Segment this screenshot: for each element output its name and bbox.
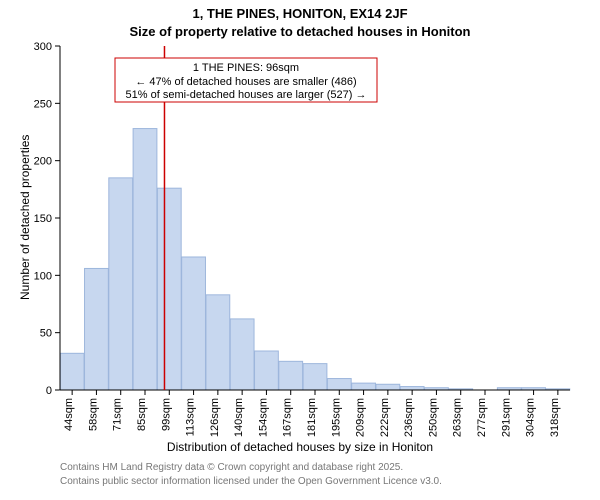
histogram-bar bbox=[230, 319, 254, 390]
annotation-line1: 1 THE PINES: 96sqm bbox=[193, 62, 299, 74]
chart-container: 1, THE PINES, HONITON, EX14 2JF Size of … bbox=[0, 0, 600, 500]
y-tick-label: 100 bbox=[34, 270, 52, 282]
x-tick-label: 291sqm bbox=[500, 398, 512, 437]
x-tick-label: 85sqm bbox=[136, 398, 148, 431]
x-tick-label: 222sqm bbox=[379, 398, 391, 437]
x-tick-label: 99sqm bbox=[160, 398, 172, 431]
x-tick-label: 250sqm bbox=[427, 398, 439, 437]
annotation-line3: 51% of semi-detached houses are larger (… bbox=[126, 89, 367, 101]
y-tick-label: 300 bbox=[34, 41, 52, 53]
x-tick-label: 277sqm bbox=[476, 398, 488, 437]
footer-line2: Contains public sector information licen… bbox=[60, 476, 442, 487]
histogram-bar bbox=[327, 379, 351, 390]
histogram-bar bbox=[182, 257, 206, 390]
y-tick-label: 200 bbox=[34, 156, 52, 168]
x-tick-label: 58sqm bbox=[87, 398, 99, 431]
y-tick-label: 150 bbox=[34, 213, 52, 225]
footer-line1: Contains HM Land Registry data © Crown c… bbox=[60, 462, 403, 473]
histogram-bar bbox=[157, 188, 181, 390]
x-tick-label: 113sqm bbox=[185, 398, 197, 436]
histogram-bar bbox=[85, 268, 109, 390]
annotation-line2: ← 47% of detached houses are smaller (48… bbox=[135, 76, 356, 88]
x-tick-label: 195sqm bbox=[330, 398, 342, 437]
histogram-bar bbox=[352, 383, 376, 390]
histogram-bar bbox=[109, 178, 133, 390]
x-tick-label: 140sqm bbox=[233, 398, 245, 437]
histogram-bar bbox=[400, 387, 424, 390]
y-tick-label: 50 bbox=[40, 328, 52, 340]
histogram-bar bbox=[133, 129, 157, 390]
histogram-bar bbox=[376, 384, 400, 390]
y-tick-label: 250 bbox=[34, 98, 52, 110]
x-tick-label: 167sqm bbox=[282, 398, 294, 437]
histogram-bar bbox=[303, 364, 327, 390]
histogram-bar bbox=[206, 295, 230, 390]
x-tick-label: 44sqm bbox=[63, 398, 75, 431]
x-tick-label: 181sqm bbox=[306, 398, 318, 437]
histogram-plot: 0 50 100 150 200 250 300 44sqm 58sqm 71sqm 85sqm 99… bbox=[0, 0, 600, 500]
histogram-bar bbox=[60, 353, 84, 390]
x-tick-label: 154sqm bbox=[257, 398, 269, 437]
x-tick-label: 263sqm bbox=[452, 398, 464, 437]
x-tick-label: 236sqm bbox=[403, 398, 415, 437]
x-tick-label: 71sqm bbox=[112, 398, 124, 431]
histogram-bar bbox=[279, 361, 303, 390]
histogram-bar bbox=[255, 351, 279, 390]
x-tick-label: 209sqm bbox=[355, 398, 367, 437]
x-tick-label: 126sqm bbox=[209, 398, 221, 437]
x-tick-label: 318sqm bbox=[549, 398, 561, 437]
x-tick-label: 304sqm bbox=[525, 398, 537, 437]
y-tick-label: 0 bbox=[46, 385, 52, 397]
